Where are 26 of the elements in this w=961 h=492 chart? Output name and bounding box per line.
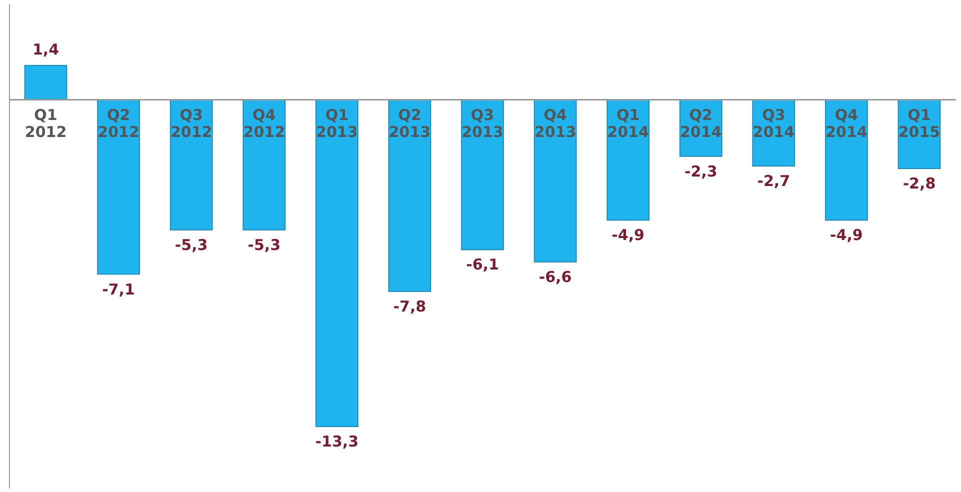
x-tick-label: Q2 2014: [680, 106, 722, 141]
x-tick-label: Q4 2014: [826, 106, 868, 141]
data-label: -6,6: [538, 268, 572, 286]
x-tick-label: Q3 2013: [462, 106, 504, 141]
data-label: -2,8: [902, 174, 936, 193]
x-tick-label: Q2 2012: [98, 106, 140, 141]
data-label: -6,1: [466, 256, 499, 274]
x-tick-label: Q3 2014: [752, 106, 795, 141]
data-label: -2,7: [757, 172, 790, 190]
data-label: -13,3: [315, 432, 359, 451]
x-tick-label: Q4 2013: [534, 106, 576, 141]
x-tick-label: Q2 2013: [388, 106, 431, 141]
x-tick-label: Q4 2012: [243, 106, 286, 141]
data-label: -5,3: [248, 236, 281, 254]
data-label: 1,4: [32, 40, 60, 58]
data-label: -4,9: [830, 226, 863, 244]
data-label: -2,3: [684, 162, 718, 180]
x-tick-label: Q1 2012: [24, 106, 67, 141]
data-label: -7,8: [393, 297, 426, 316]
x-tick-label: Q1 2013: [316, 106, 358, 141]
x-tick-label: Q1 2015: [898, 106, 940, 141]
x-tick-label: Q3 2012: [170, 106, 212, 141]
x-tick-label: Q1 2014: [607, 106, 649, 141]
data-label: -5,3: [174, 236, 208, 254]
data-label: -4,9: [612, 226, 644, 244]
data-label: -7,1: [102, 280, 135, 298]
